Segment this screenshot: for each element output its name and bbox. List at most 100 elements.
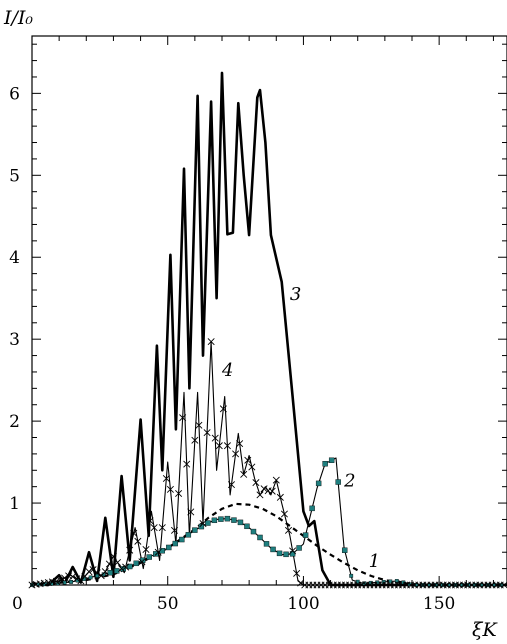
series-4-marker xyxy=(73,575,81,583)
series-4-marker xyxy=(236,440,244,448)
series-4-marker xyxy=(113,558,122,566)
series-4-marker xyxy=(142,545,150,554)
series-2-marker xyxy=(499,583,503,587)
series-4-marker xyxy=(166,485,174,493)
series-4-marker xyxy=(260,485,268,493)
series-4-marker xyxy=(126,546,134,554)
series-4-marker xyxy=(219,405,227,413)
series-4-marker xyxy=(211,434,219,442)
series-2-marker xyxy=(433,583,438,587)
plot-frame xyxy=(31,35,507,586)
series-4-marker xyxy=(293,569,301,577)
series-2-marker xyxy=(113,568,120,574)
curve-label-3: 3 xyxy=(290,284,301,305)
series-4-marker xyxy=(203,429,211,437)
series-4-marker xyxy=(105,560,113,568)
series-2-marker xyxy=(159,548,165,554)
series-2-marker xyxy=(211,517,218,524)
series-2-marker xyxy=(440,583,445,587)
series-4-marker xyxy=(162,474,170,482)
series-2-marker xyxy=(250,528,257,535)
series-2-marker xyxy=(218,516,224,522)
series-2-marker xyxy=(341,547,348,553)
series-2-marker xyxy=(205,520,211,526)
series-2-marker xyxy=(133,560,139,567)
axis-ticks xyxy=(31,36,507,585)
series-2-marker xyxy=(153,551,159,557)
series-2-marker xyxy=(88,575,93,580)
series-4-marker xyxy=(138,558,146,566)
series-2-marker xyxy=(231,517,237,523)
series-4-marker xyxy=(56,576,65,584)
series-2-marker xyxy=(166,544,172,551)
series-4-marker xyxy=(223,442,231,450)
series-4-marker xyxy=(146,517,154,525)
x-axis-title: ξK xyxy=(472,619,498,641)
series-2-marker xyxy=(172,540,179,547)
series-4-marker xyxy=(244,456,252,464)
series-4-marker xyxy=(195,421,203,429)
series-4-marker xyxy=(61,574,69,582)
series-4-marker xyxy=(284,526,293,534)
series-2-marker xyxy=(185,532,192,538)
x-tick-label: 150 xyxy=(423,594,455,614)
series-4-line xyxy=(31,341,507,586)
y-tick-label: 2 xyxy=(9,412,20,432)
series-2-marker xyxy=(355,579,360,584)
x-tick-label: 0 xyxy=(12,594,23,614)
curve-label-1: 1 xyxy=(369,551,380,572)
series-2-marker xyxy=(224,515,231,522)
series-2-marker xyxy=(140,557,146,563)
series-4-marker xyxy=(183,460,191,468)
series-layer xyxy=(31,71,507,587)
series-2-marker xyxy=(309,505,315,512)
series-4-marker xyxy=(134,537,142,545)
series-2-marker xyxy=(198,523,205,530)
x-tick-label: 100 xyxy=(287,594,319,614)
series-2-marker xyxy=(257,534,263,541)
series-4-marker xyxy=(268,487,276,495)
curve-label-4: 4 xyxy=(221,360,233,381)
series-2-marker xyxy=(69,580,73,584)
series-4-marker xyxy=(297,579,305,587)
series-4-marker xyxy=(240,470,248,478)
series-4-marker xyxy=(69,573,77,581)
series-2-marker xyxy=(237,519,244,526)
series-2-marker xyxy=(107,569,113,576)
series-2-marker xyxy=(315,480,322,487)
y-tick-label: 6 xyxy=(9,84,20,104)
series-4-marker xyxy=(122,563,130,571)
series-2-marker xyxy=(388,579,393,584)
series-4-marker xyxy=(52,577,60,585)
series-2-marker xyxy=(75,578,80,583)
series-4-marker xyxy=(130,529,138,537)
y-axis-title: I/I₀ xyxy=(3,7,33,29)
series-4-marker xyxy=(175,489,183,498)
series-2-marker xyxy=(192,527,198,533)
curve-labels: 1 2 3 4 xyxy=(221,284,380,572)
series-4-marker xyxy=(248,463,256,471)
tick-labels: 0 50 100 150 1 2 3 4 5 6 xyxy=(9,84,455,614)
y-tick-label: 3 xyxy=(9,330,20,350)
y-tick-label: 1 xyxy=(9,494,20,514)
x-tick-label: 50 xyxy=(157,594,179,614)
series-4-marker xyxy=(179,414,187,422)
series-2-marker xyxy=(95,573,100,578)
series-2-marker xyxy=(127,563,133,570)
series-2-marker xyxy=(302,532,309,538)
series-4-marker xyxy=(199,520,207,528)
series-4-marker xyxy=(280,510,288,518)
series-4-marker xyxy=(276,493,284,501)
series-4-marker xyxy=(89,566,97,574)
series-4-marker xyxy=(170,526,179,534)
series-2-marker xyxy=(328,457,335,463)
series-3-line xyxy=(31,71,507,587)
series-2-marker xyxy=(322,461,328,467)
series-4-marker xyxy=(187,508,195,516)
series-2-marker xyxy=(146,554,152,560)
series-2-marker xyxy=(466,583,471,587)
series-2-marker xyxy=(244,523,250,530)
y-tick-label: 5 xyxy=(9,166,20,186)
series-4-marker xyxy=(93,569,101,577)
series-4-marker xyxy=(101,568,109,576)
